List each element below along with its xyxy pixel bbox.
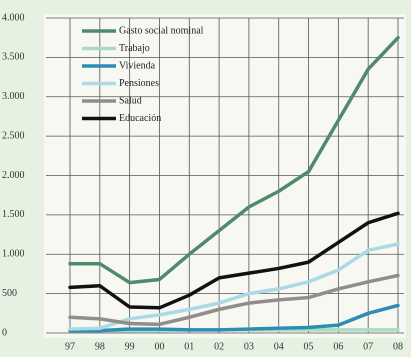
series-line bbox=[68, 242, 400, 331]
x-tick-label: 98 bbox=[95, 341, 105, 352]
x-tick-label: 07 bbox=[363, 341, 373, 352]
x-tick-label: 00 bbox=[154, 341, 164, 352]
series-line bbox=[68, 35, 400, 285]
y-tick-label: 2.500 bbox=[2, 130, 25, 141]
legend-label: Trabajo bbox=[119, 43, 150, 54]
legend-label: Educación bbox=[119, 113, 161, 124]
x-tick-label: 04 bbox=[274, 341, 284, 352]
lines bbox=[68, 35, 400, 333]
y-tick-label: 2.000 bbox=[2, 170, 25, 181]
y-tick-label: 1.000 bbox=[2, 249, 25, 260]
axes: 05001.0001.5002.0002.5003.0003.5004.0009… bbox=[2, 12, 403, 352]
x-tick-label: 99 bbox=[125, 341, 135, 352]
series-line bbox=[68, 303, 400, 333]
x-tick-label: 06 bbox=[333, 341, 343, 352]
x-tick-label: 97 bbox=[65, 341, 75, 352]
plot-area bbox=[44, 14, 406, 338]
legend-label: Vivienda bbox=[119, 60, 156, 71]
y-tick-label: 3.500 bbox=[2, 52, 25, 63]
series-line bbox=[68, 273, 400, 327]
y-tick-label: 1.500 bbox=[2, 209, 25, 220]
legend-label: Pensiones bbox=[119, 78, 159, 89]
x-tick-label: 03 bbox=[244, 341, 254, 352]
y-tick-label: 3.000 bbox=[2, 91, 25, 102]
x-tick-label: 01 bbox=[184, 341, 194, 352]
y-tick-label: 4.000 bbox=[2, 12, 25, 23]
y-tick-label: 0 bbox=[2, 327, 7, 338]
legend-label: Salud bbox=[119, 95, 142, 106]
legend: Gasto social nominal Trabajo Vivienda Pensi… bbox=[82, 25, 204, 124]
series-line bbox=[68, 211, 400, 310]
x-tick-label: 02 bbox=[214, 341, 224, 352]
y-tick-label: 500 bbox=[2, 288, 17, 299]
x-tick-label: 05 bbox=[304, 341, 314, 352]
legend-label: Gasto social nominal bbox=[119, 25, 204, 36]
x-tick-label: 08 bbox=[393, 341, 403, 352]
